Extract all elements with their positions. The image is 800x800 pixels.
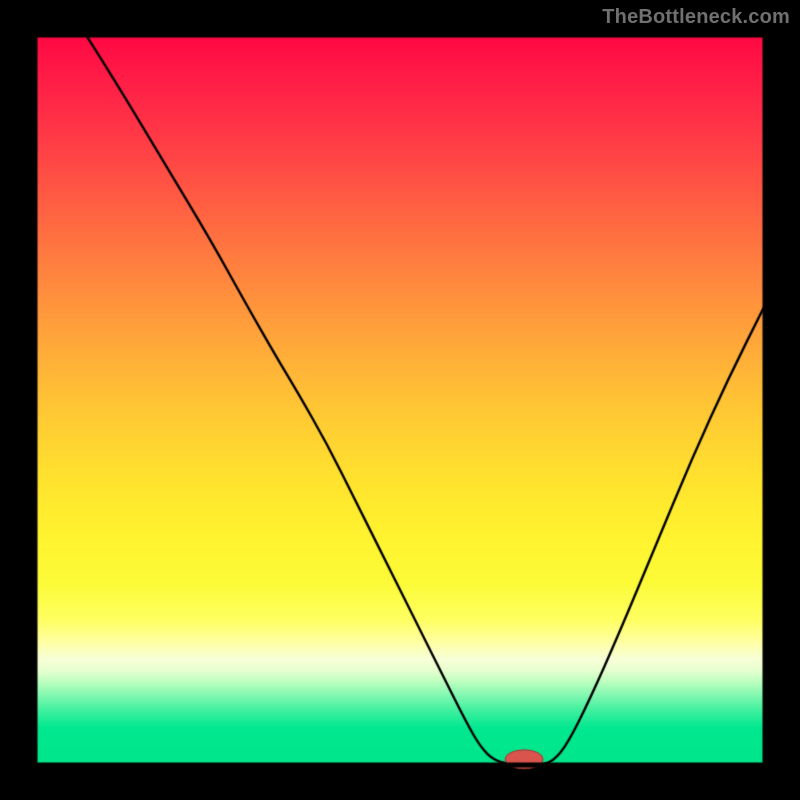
chart-container: TheBottleneck.com: [0, 0, 800, 800]
bottleneck-chart: [0, 0, 800, 800]
